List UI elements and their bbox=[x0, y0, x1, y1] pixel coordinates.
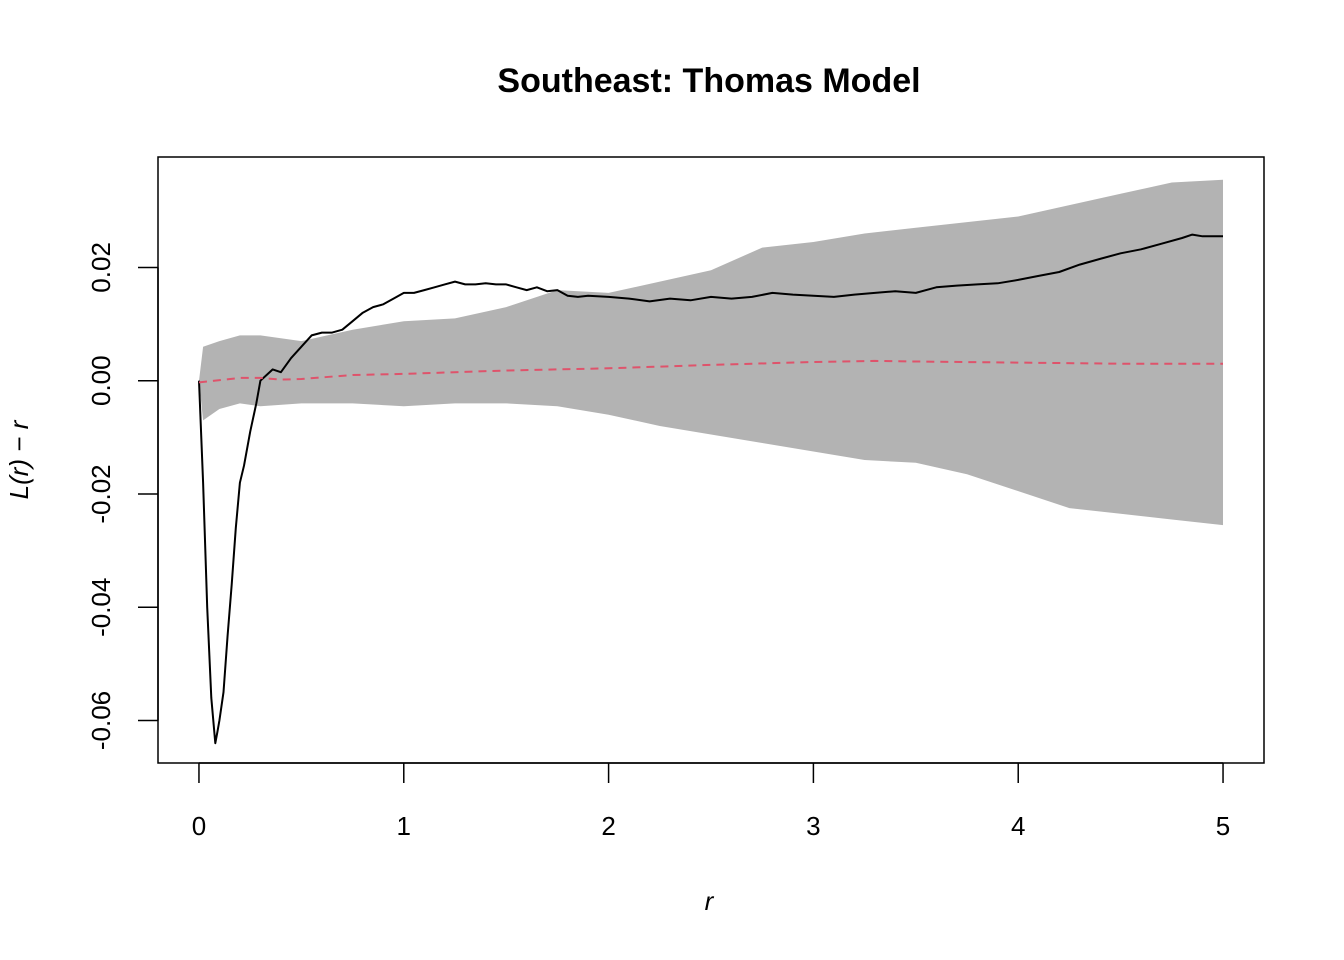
x-axis: 0 1 2 3 4 5 bbox=[192, 762, 1230, 841]
y-tick-label: -0.04 bbox=[86, 578, 116, 637]
x-axis-label: r bbox=[705, 886, 715, 916]
x-tick-label: 2 bbox=[601, 811, 615, 841]
x-tick-label: 4 bbox=[1011, 811, 1025, 841]
x-tick-label: 1 bbox=[397, 811, 411, 841]
envelope-band bbox=[199, 179, 1223, 526]
y-tick-label: -0.02 bbox=[86, 464, 116, 523]
y-axis-label: L(r) − r bbox=[4, 419, 34, 499]
y-axis: -0.06 -0.04 -0.02 0.00 0.02 bbox=[86, 242, 159, 750]
x-tick-label: 3 bbox=[806, 811, 820, 841]
theoretical-line bbox=[198, 359, 1223, 384]
x-tick-label: 5 bbox=[1216, 811, 1230, 841]
y-tick-label: 0.00 bbox=[86, 355, 116, 406]
plot-area bbox=[198, 179, 1223, 745]
y-tick-label: 0.02 bbox=[86, 242, 116, 293]
x-tick-label: 0 bbox=[192, 811, 206, 841]
y-tick-label: -0.06 bbox=[86, 691, 116, 750]
observed-line bbox=[198, 233, 1223, 745]
chart-title: Southeast: Thomas Model bbox=[497, 62, 920, 100]
